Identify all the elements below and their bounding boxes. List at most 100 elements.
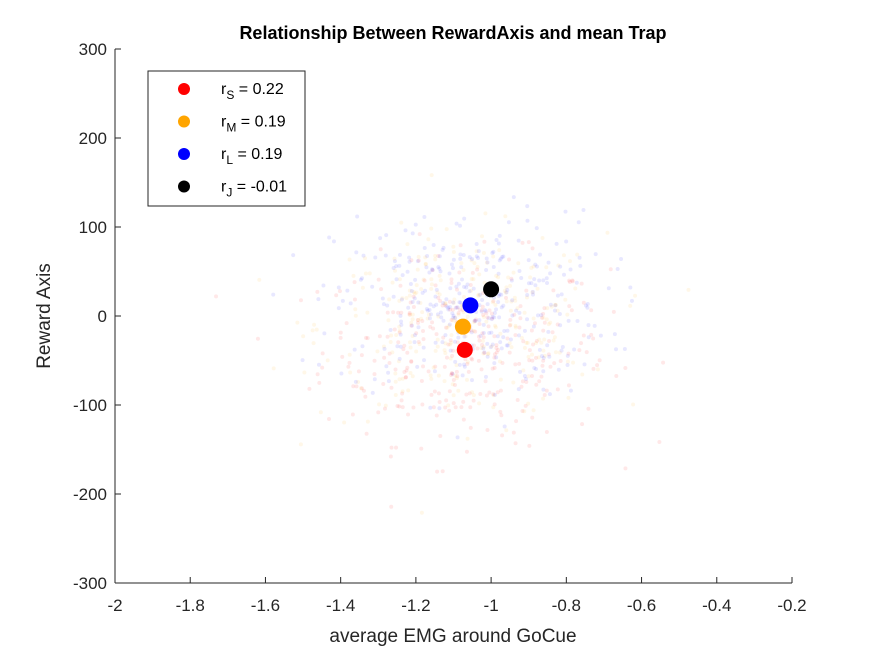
trial-point-L — [541, 369, 546, 374]
trial-point-L — [485, 354, 490, 359]
legend: rS = 0.22 rM = 0.19 rL = 0.19 rJ = -0.01 — [147, 70, 306, 207]
trial-point-S — [411, 294, 416, 299]
trial-point-S — [338, 335, 343, 340]
trial-point-L — [352, 347, 357, 352]
trial-point-S — [411, 304, 416, 309]
trial-point-S — [523, 403, 528, 408]
trial-point-S — [372, 372, 377, 377]
trial-point-L — [451, 313, 456, 318]
trial-point-L — [340, 298, 345, 303]
trial-point-S — [490, 316, 495, 321]
trial-point-L — [481, 330, 486, 335]
trial-point-S — [517, 325, 522, 330]
trial-point-M — [442, 348, 447, 353]
trial-point-S — [350, 412, 355, 417]
trial-point-L — [321, 283, 326, 288]
trial-point-L — [453, 359, 458, 364]
trial-point-L — [534, 226, 539, 231]
trial-point-S — [393, 367, 398, 372]
trial-point-S — [437, 400, 442, 405]
trial-point-L — [496, 293, 501, 298]
trial-point-M — [531, 264, 536, 269]
trial-point-L — [331, 239, 336, 244]
trial-point-L — [494, 307, 499, 312]
trial-point-S — [514, 419, 519, 424]
trial-point-M — [311, 341, 316, 346]
trial-point-S — [452, 383, 457, 388]
trial-point-L — [422, 214, 427, 219]
trial-point-M — [456, 388, 461, 393]
trial-point-S — [530, 358, 535, 363]
trial-point-M — [522, 310, 527, 315]
trial-point-L — [378, 236, 383, 241]
trial-point-L — [557, 312, 562, 317]
trial-point-S — [214, 294, 219, 299]
trial-point-L — [458, 300, 463, 305]
trial-point-S — [476, 334, 481, 339]
trial-point-M — [509, 299, 514, 304]
trial-point-S — [434, 332, 439, 337]
trial-point-S — [521, 339, 526, 344]
trial-point-M — [423, 255, 428, 260]
x-tick-label: -1.8 — [176, 596, 205, 615]
x-axis-label: average EMG around GoCue — [329, 626, 576, 647]
trial-point-M — [450, 318, 455, 323]
trial-point-M — [302, 370, 307, 375]
trial-point-L — [397, 263, 402, 268]
trial-point-M — [347, 257, 352, 262]
trial-point-S — [581, 333, 586, 338]
trial-point-S — [481, 313, 486, 318]
trial-point-M — [522, 409, 527, 414]
trial-point-L — [423, 288, 428, 293]
trial-point-M — [541, 315, 546, 320]
trial-point-M — [553, 350, 558, 355]
trial-point-M — [489, 344, 494, 349]
trial-point-S — [420, 319, 425, 324]
trial-point-M — [531, 408, 536, 413]
trial-point-S — [527, 443, 532, 448]
trial-point-S — [346, 364, 351, 369]
trial-point-L — [370, 284, 375, 289]
trial-point-L — [458, 252, 463, 257]
trial-point-S — [382, 355, 387, 360]
trial-point-L — [434, 302, 439, 307]
trial-point-S — [443, 405, 448, 410]
trial-point-M — [301, 334, 306, 339]
trial-point-L — [381, 302, 386, 307]
trial-point-S — [391, 310, 396, 315]
trial-point-S — [352, 280, 357, 285]
trial-point-L — [443, 333, 448, 338]
trial-point-M — [393, 268, 398, 273]
trial-point-M — [491, 254, 496, 259]
trial-point-L — [415, 259, 420, 264]
trial-point-L — [416, 300, 421, 305]
trial-point-M — [471, 393, 476, 398]
trial-point-M — [389, 333, 394, 338]
trial-point-S — [504, 295, 509, 300]
trial-point-M — [325, 358, 330, 363]
trial-point-L — [380, 296, 385, 301]
trial-point-M — [433, 348, 438, 353]
trial-point-L — [526, 281, 531, 286]
trial-point-S — [387, 360, 392, 365]
trial-point-L — [491, 264, 496, 269]
trial-point-S — [377, 334, 382, 339]
trial-point-S — [529, 374, 534, 379]
trial-point-L — [439, 315, 444, 320]
trial-point-M — [408, 345, 413, 350]
trial-point-M — [481, 351, 486, 356]
trial-point-L — [483, 309, 488, 314]
trial-point-S — [529, 328, 534, 333]
trial-point-S — [433, 364, 438, 369]
trial-point-M — [414, 349, 419, 354]
trial-point-S — [317, 380, 322, 385]
trial-point-S — [455, 340, 460, 345]
trial-point-L — [525, 293, 530, 298]
trial-point-M — [477, 272, 482, 277]
trial-point-L — [519, 275, 524, 280]
trial-point-L — [585, 305, 590, 310]
trial-point-S — [378, 247, 383, 252]
trial-point-S — [450, 371, 455, 376]
trial-point-M — [362, 256, 367, 261]
x-ticks: -2 -1.8 -1.6 -1.4 -1.2 -1 -0.8 -0.6 -0.4 -0.2 — [107, 577, 807, 615]
